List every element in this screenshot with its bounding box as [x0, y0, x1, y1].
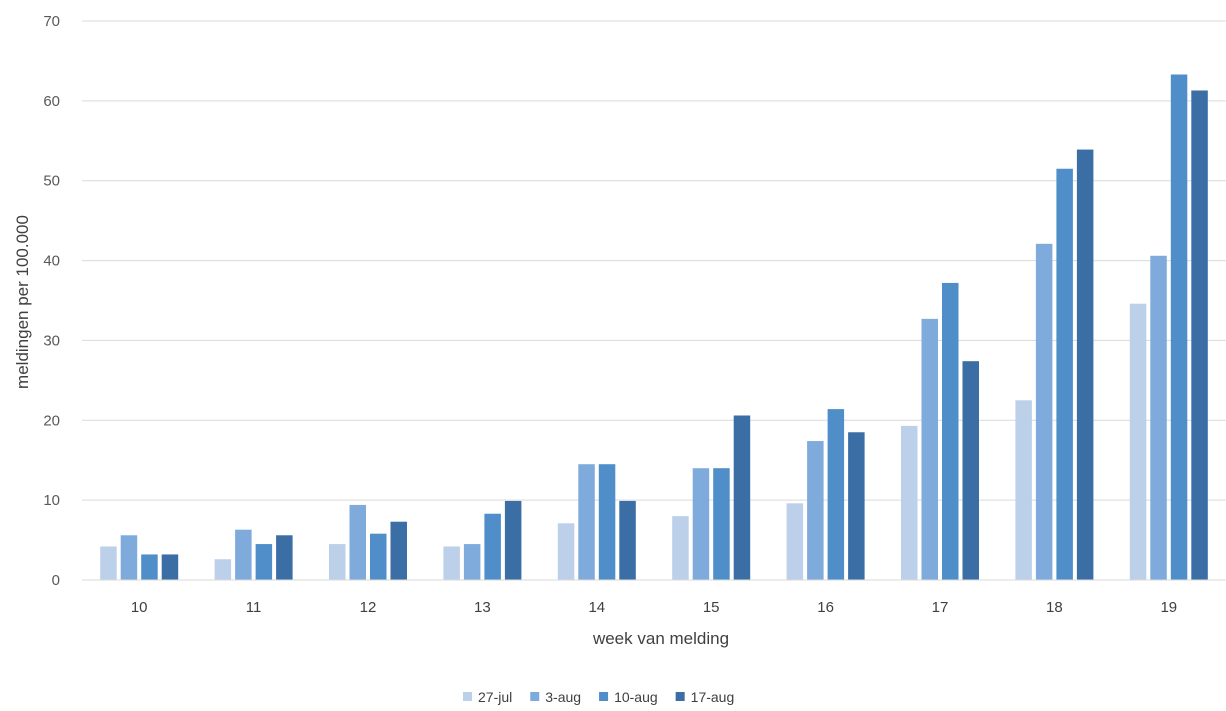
y-tick-label: 0	[52, 572, 60, 589]
bar	[370, 533, 387, 580]
bar	[141, 554, 158, 580]
bar	[598, 464, 616, 580]
y-tick-label: 20	[43, 412, 60, 429]
y-axis-label: meldingen per 100.000	[13, 215, 32, 389]
bar	[100, 546, 117, 580]
legend-swatch	[463, 692, 472, 701]
x-tick-label: 12	[360, 599, 377, 616]
bar	[1191, 90, 1208, 581]
x-axis-ticks: 10 11 12 13 14 15 16 17 18 19	[131, 599, 1177, 616]
bar	[786, 503, 804, 580]
bar	[1150, 255, 1167, 580]
bar	[463, 544, 481, 580]
x-tick-label: 17	[932, 599, 949, 616]
x-tick-label: 10	[131, 599, 148, 616]
y-tick-label: 70	[43, 13, 60, 30]
bar	[807, 441, 824, 580]
bar	[1170, 74, 1188, 581]
x-tick-label: 15	[703, 599, 720, 616]
bar	[1035, 243, 1053, 580]
x-tick-label: 14	[588, 599, 605, 616]
legend-label: 27-jul	[478, 689, 512, 705]
legend-label: 10-aug	[614, 689, 658, 705]
y-tick-label: 40	[43, 253, 60, 270]
bar	[713, 468, 730, 580]
bar	[962, 361, 979, 580]
bar	[827, 409, 845, 580]
bar	[1015, 400, 1032, 580]
y-tick-label: 30	[43, 332, 60, 349]
legend-swatch	[599, 692, 609, 701]
bar	[921, 318, 938, 580]
bar	[901, 425, 918, 580]
legend-label: 17-aug	[691, 689, 735, 705]
x-tick-label: 19	[1160, 599, 1177, 616]
legend-swatch	[675, 692, 685, 701]
bar	[235, 529, 252, 580]
bar	[942, 282, 959, 580]
y-tick-label: 10	[43, 492, 60, 509]
bar	[619, 500, 636, 580]
x-tick-label: 16	[817, 599, 834, 616]
legend-label: 3-aug	[545, 689, 581, 705]
y-axis-ticks: 0 10 20 30 40 50 60 70	[43, 13, 60, 589]
bar	[161, 554, 179, 580]
bar	[733, 415, 751, 580]
bar	[255, 544, 273, 580]
bar	[349, 504, 366, 580]
bar	[848, 432, 865, 580]
bar	[557, 523, 575, 580]
bar	[578, 464, 595, 580]
x-tick-label: 13	[474, 599, 491, 616]
gridlines	[82, 20, 1226, 501]
bar	[329, 544, 346, 580]
y-tick-label: 60	[43, 93, 60, 110]
bar	[504, 500, 522, 580]
y-tick-label: 50	[43, 173, 60, 190]
bar	[1129, 303, 1147, 580]
bar	[484, 513, 501, 580]
bar	[443, 546, 460, 580]
legend: 27-jul 3-aug 10-aug 17-aug	[463, 689, 734, 705]
x-tick-label: 11	[246, 599, 262, 616]
x-axis-label: week van melding	[592, 629, 729, 648]
bar	[1056, 168, 1073, 580]
bar	[390, 521, 407, 580]
bar	[276, 535, 293, 580]
x-tick-label: 18	[1046, 599, 1063, 616]
legend-swatch	[530, 692, 540, 701]
bar	[672, 516, 689, 580]
bars	[100, 74, 1208, 581]
bar	[692, 468, 710, 580]
bar	[1076, 149, 1094, 580]
bar	[120, 535, 138, 580]
bar	[214, 559, 232, 580]
